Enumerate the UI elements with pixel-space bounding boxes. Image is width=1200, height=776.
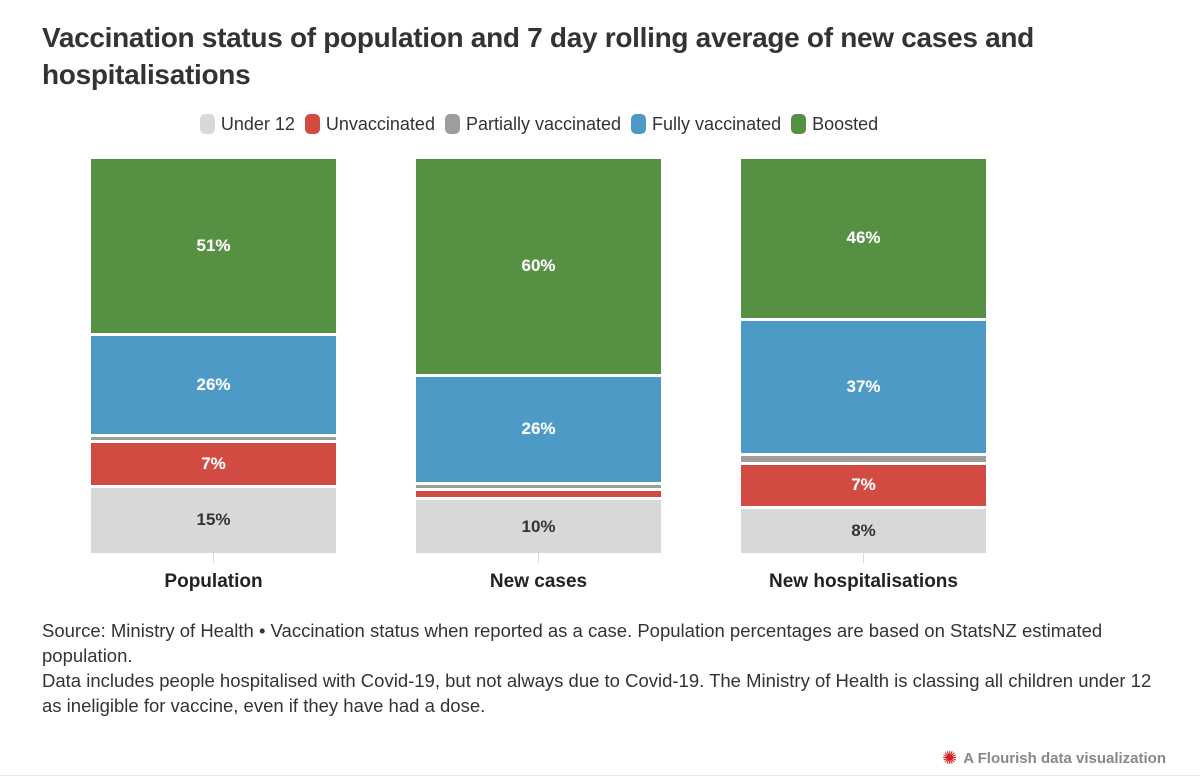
source-note: Source: Ministry of Health • Vaccination…	[42, 619, 1103, 666]
segment-value-label: 10%	[521, 516, 556, 536]
axis-tick	[863, 552, 864, 563]
bar-segment-partially-vaccinated[interactable]	[91, 437, 336, 441]
flourish-credit-link[interactable]: ✺ A Flourish data visualization	[942, 749, 1166, 767]
legend-item-partially-vaccinated[interactable]: Partially vaccinated	[444, 113, 622, 135]
bar-segment-unvaccinated[interactable]: 7%	[91, 443, 336, 485]
flourish-credit-label: A Flourish data visualization	[963, 749, 1166, 767]
bar-segment-fully-vaccinated[interactable]: 26%	[416, 377, 661, 482]
axis-tick	[213, 552, 214, 563]
bar-segment-fully-vaccinated[interactable]: 26%	[91, 335, 336, 435]
segment-value-label: 15%	[196, 510, 231, 530]
plot-area: 51% 26% 7% 15% Population 60% 26% 10% New cases 4…	[91, 158, 1200, 593]
bar-segment-boosted[interactable]: 60%	[416, 158, 661, 375]
segment-value-label: 60%	[521, 256, 556, 276]
bar-segment-fully-vaccinated[interactable]: 37%	[741, 320, 986, 453]
segment-value-label: 7%	[201, 454, 226, 474]
segment-value-label: 26%	[196, 375, 231, 395]
legend-item-boosted[interactable]: Boosted	[791, 114, 878, 135]
category-label: New hospitalisations	[769, 570, 958, 592]
segment-value-label: 37%	[846, 376, 881, 396]
bar-segment-unvaccinated[interactable]: 7%	[741, 464, 986, 506]
bar-segment-unvaccinated[interactable]	[416, 490, 661, 498]
chart-title: Vaccination status of population and 7 d…	[42, 22, 1034, 90]
legend-item-unvaccinated[interactable]: Unvaccinated	[304, 113, 435, 135]
bar-segment-partially-vaccinated[interactable]	[416, 484, 661, 488]
legend-swatch-icon	[631, 114, 647, 135]
legend-label: Fully vaccinated	[652, 113, 782, 134]
bar-column-population: 51% 26% 7% 15% Population	[91, 158, 336, 593]
bar-stack: 51% 26% 7% 15%	[91, 158, 336, 553]
bar-segment-under-12[interactable]: 15%	[91, 487, 336, 553]
bar-column-new-cases: 60% 26% 10% New cases	[416, 158, 661, 593]
bar-stack: 46% 37% 7% 8%	[741, 158, 986, 553]
category-label: New cases	[489, 570, 588, 592]
bar-segment-under-12[interactable]: 10%	[416, 500, 661, 553]
bar-segment-under-12[interactable]: 8%	[741, 508, 986, 553]
bar-column-new-hospitalisations: 46% 37% 7% 8% New hospitalisations	[741, 158, 986, 593]
legend-label: Boosted	[812, 113, 879, 134]
bar-segment-partially-vaccinated[interactable]	[741, 455, 986, 462]
flourish-burst-icon: ✺	[942, 748, 958, 768]
legend: Under 12 Unvaccinated Partially vaccinated…	[91, 114, 987, 135]
bar-segment-boosted[interactable]: 46%	[741, 158, 986, 318]
axis-tick	[538, 552, 539, 563]
segment-value-label: 26%	[521, 419, 556, 439]
legend-swatch-icon	[199, 114, 215, 135]
legend-item-under-12[interactable]: Under 12	[199, 113, 295, 135]
bar-segment-boosted[interactable]: 51%	[91, 158, 336, 333]
segment-value-label: 8%	[851, 520, 876, 540]
legend-label: Under 12	[220, 113, 295, 134]
legend-swatch-icon	[304, 114, 320, 135]
legend-swatch-icon	[444, 114, 460, 135]
segment-value-label: 7%	[851, 475, 876, 495]
legend-item-fully-vaccinated[interactable]: Fully vaccinated	[631, 114, 781, 135]
segment-value-label: 51%	[196, 235, 231, 255]
legend-swatch-icon	[791, 114, 807, 135]
bar-stack: 60% 26% 10%	[416, 158, 661, 553]
category-label: Population	[164, 570, 263, 592]
data-note: Data includes people hospitalised with C…	[42, 669, 1152, 716]
footer-notes: Source: Ministry of Health • Vaccination…	[42, 619, 1158, 719]
legend-label: Unvaccinated	[325, 113, 435, 134]
segment-value-label: 46%	[846, 228, 881, 248]
legend-label: Partially vaccinated	[465, 113, 622, 134]
